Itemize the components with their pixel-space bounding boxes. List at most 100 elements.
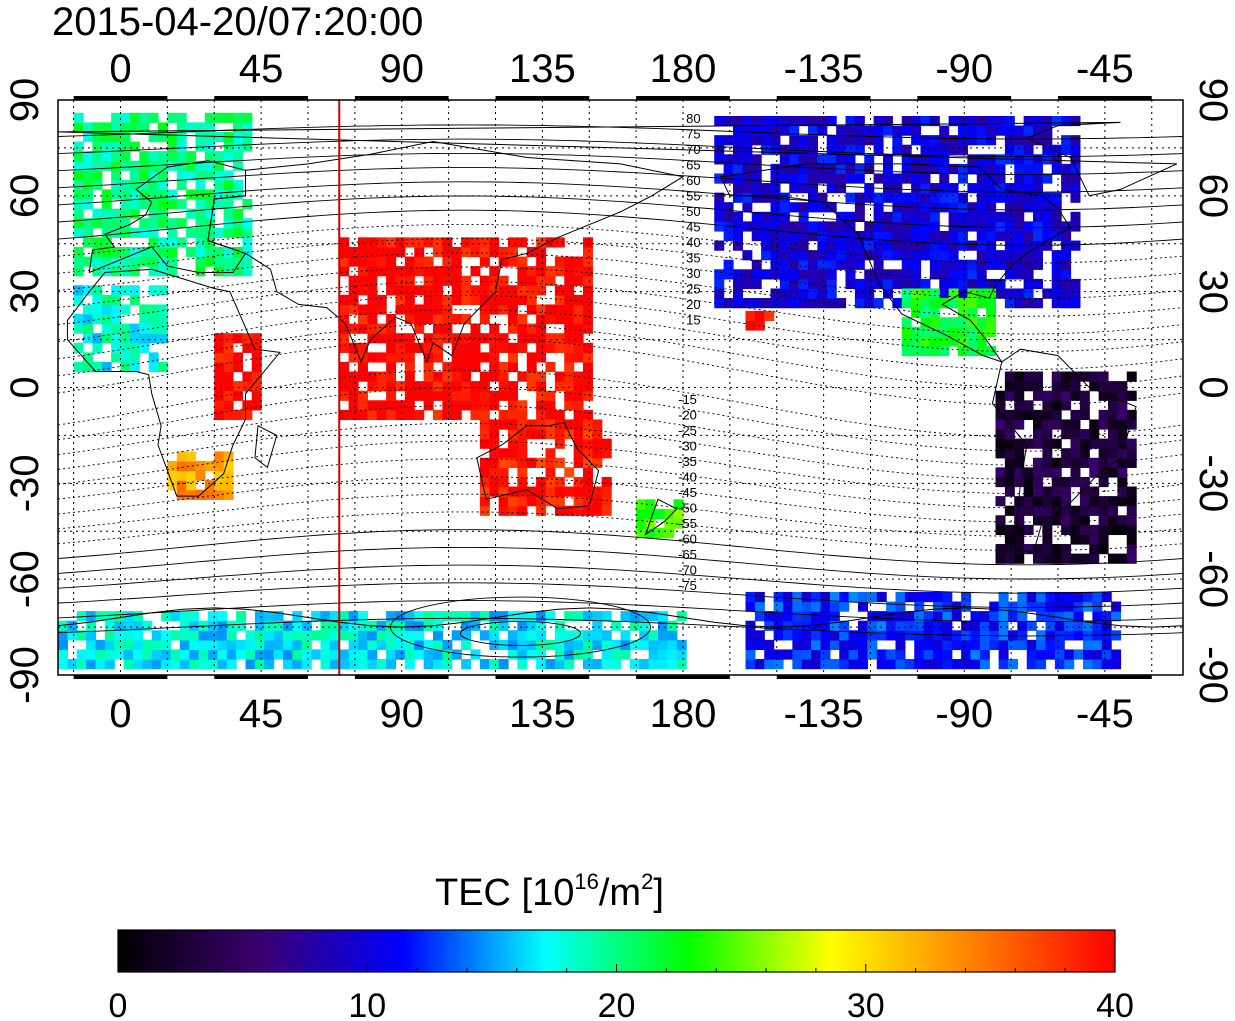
tec-cell — [111, 285, 122, 296]
tec-cell — [958, 173, 968, 184]
tec-cell — [186, 160, 197, 171]
tec-cell — [648, 649, 659, 660]
tec-cell — [976, 240, 987, 251]
tec-cell — [498, 294, 509, 306]
tec-cell — [995, 221, 1006, 232]
tec-cell — [339, 323, 350, 334]
tec-cell — [883, 240, 893, 251]
tec-cell — [1004, 457, 1015, 468]
tec-cell — [1061, 163, 1072, 175]
tec-cell — [573, 352, 584, 363]
tec-cell — [73, 208, 84, 219]
tec-cell — [204, 189, 215, 200]
tec-cell — [176, 112, 187, 123]
tec-cell — [358, 275, 368, 286]
tec-cell — [83, 361, 93, 373]
tec-cell — [779, 192, 790, 203]
tec-cell — [798, 250, 809, 261]
tec-cell — [414, 649, 425, 660]
tec-cell — [404, 342, 415, 353]
tec-cell — [233, 361, 243, 373]
tec-cell — [204, 246, 215, 258]
tec-cell — [1014, 524, 1025, 536]
tec-cell — [820, 630, 831, 641]
tec-cell — [111, 160, 122, 171]
tec-cell — [526, 361, 537, 373]
tec-cell — [1036, 659, 1047, 670]
contour-label-south: -50 — [678, 501, 697, 516]
tec-cell — [111, 314, 122, 325]
tec-cell — [545, 639, 556, 651]
tec-cell — [223, 208, 234, 219]
tec-cell — [226, 620, 237, 631]
tec-cell — [204, 460, 215, 472]
tec-cell — [158, 160, 168, 171]
tec-cell — [1042, 135, 1053, 146]
tec-cell — [470, 266, 481, 277]
tec-cell — [186, 151, 197, 162]
tec-cell — [158, 246, 168, 258]
tec-cell — [817, 115, 828, 127]
tec-cell — [951, 659, 962, 670]
tec-cell — [976, 250, 987, 261]
tec-cell — [948, 192, 959, 203]
tec-cell — [914, 639, 925, 651]
south-magnetic-pole-ring — [460, 621, 581, 646]
tec-cell — [811, 611, 822, 622]
tec-cell — [958, 125, 968, 136]
tec-cell — [645, 518, 656, 529]
tec-cell — [139, 112, 150, 123]
coastline — [476, 422, 600, 510]
tec-cell — [423, 285, 434, 296]
tec-cell — [1023, 524, 1034, 536]
tec-cell — [179, 611, 190, 622]
tec-cell — [423, 371, 434, 382]
colorbar-title-mid: /m — [599, 872, 641, 914]
tec-cell — [204, 237, 215, 248]
tec-cell — [901, 317, 912, 328]
left-lat-tick-label: 60 — [3, 174, 47, 219]
contour-label-north: 35 — [686, 251, 700, 266]
tec-cell — [611, 649, 622, 660]
tec-cell — [798, 115, 809, 127]
tec-cell — [826, 154, 837, 165]
tec-cell — [808, 163, 818, 175]
tec-cell — [948, 230, 959, 242]
tec-cell — [1054, 620, 1065, 631]
tec-cell — [770, 211, 781, 222]
tec-cell — [214, 352, 225, 363]
tec-cell — [1026, 601, 1037, 612]
south-magnetic-pole-ring — [390, 596, 651, 658]
tec-cell — [1070, 419, 1081, 430]
tec-cell — [461, 361, 472, 373]
tec-cell — [911, 336, 922, 347]
tec-cell — [423, 237, 434, 248]
tec-cell — [1004, 438, 1015, 449]
tec-cell — [733, 288, 743, 299]
tec-cell — [976, 115, 987, 127]
tec-cell — [1061, 269, 1072, 280]
tec-cell — [770, 202, 781, 213]
tec-cell — [745, 630, 756, 641]
tec-cell — [573, 505, 584, 516]
tec-cell — [826, 221, 837, 232]
tec-cell — [73, 112, 84, 123]
tec-cell — [754, 630, 765, 641]
tec-cell — [111, 333, 122, 344]
top-longitude-axis: 0 45 90 135 180 -135 -90 -45 — [109, 47, 1133, 91]
tec-cell — [808, 278, 818, 290]
tec-cell — [1014, 125, 1025, 136]
tec-cell — [83, 131, 93, 143]
tec-cell — [789, 240, 800, 251]
tec-cell — [920, 317, 931, 328]
tec-cell — [536, 314, 547, 325]
tec-cell — [217, 639, 228, 651]
tec-cell — [773, 630, 784, 641]
tec-cell — [148, 151, 159, 162]
tec-cell — [839, 630, 850, 641]
tec-cell — [536, 285, 547, 296]
tec-cell — [214, 390, 225, 401]
tec-cell — [1042, 505, 1053, 516]
tec-cell — [1051, 515, 1062, 526]
tec-cell — [1070, 278, 1081, 290]
